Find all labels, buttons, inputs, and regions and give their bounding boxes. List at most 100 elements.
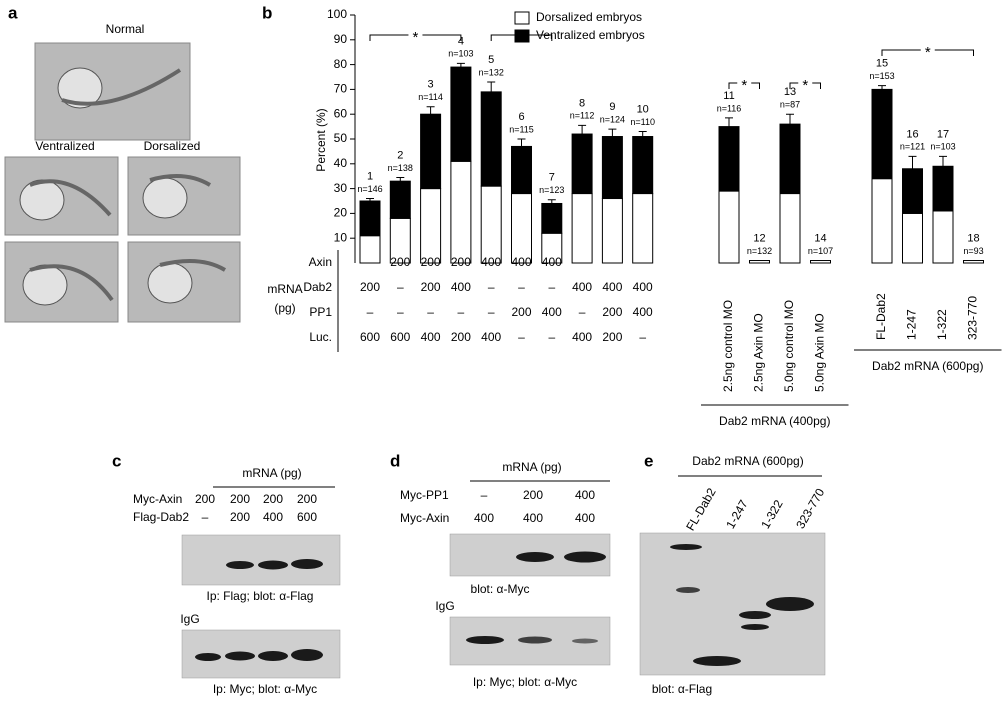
cell: – — [579, 305, 586, 319]
cell: 400 — [523, 511, 543, 525]
caption: Ip: Myc; blot: α-Myc — [213, 682, 317, 696]
band — [225, 651, 255, 661]
n-label: n=112 — [570, 111, 595, 121]
y-tick-label: 80 — [334, 57, 348, 71]
bar-segment — [749, 260, 770, 264]
n-label: n=93 — [963, 246, 983, 256]
y-tick-label: 20 — [334, 206, 348, 220]
bar-segment — [389, 180, 411, 219]
bar-segment — [601, 198, 623, 264]
cell: 200 — [602, 330, 622, 344]
cell: – — [367, 305, 374, 319]
bar-segment — [718, 126, 740, 192]
bar-number: 15 — [876, 58, 888, 70]
bar-segment — [420, 188, 442, 264]
bar-number: 5 — [488, 54, 494, 66]
bar-number: 14 — [814, 232, 826, 244]
group-label: 5.0ng Axin MO — [813, 313, 827, 392]
cell: – — [202, 510, 209, 524]
cell: – — [548, 280, 555, 294]
n-label: n=116 — [717, 103, 742, 113]
cell: 200 — [421, 255, 441, 269]
lane-label: FL-Dab2 — [683, 485, 719, 533]
legend-swatch — [514, 29, 530, 43]
cell: 400 — [633, 280, 653, 294]
bar-number: 18 — [967, 232, 979, 244]
significance-bracket — [728, 82, 760, 89]
label: IgG — [435, 599, 454, 613]
y-axis-title: Percent (%) — [314, 108, 328, 171]
error-bar — [939, 155, 947, 167]
n-label: n=146 — [357, 184, 382, 194]
panel-b-chart: Percent (%) 10 20 30 40 50 60 70 80 90 100 Dorsali… — [267, 7, 1002, 428]
row-label: Axin — [309, 255, 332, 269]
panel-label: b — [262, 3, 272, 22]
significance-label: * — [741, 77, 747, 94]
n-label: n=124 — [600, 114, 625, 124]
bar-number: 17 — [937, 128, 949, 140]
cell: 400 — [572, 330, 592, 344]
cell: 200 — [360, 280, 380, 294]
y-tick-label: 10 — [334, 230, 348, 244]
row-label: Flag-Dab2 — [133, 510, 189, 524]
cell: 200 — [511, 305, 531, 319]
error-bar — [426, 106, 435, 115]
caption: blot: α-Myc — [471, 582, 530, 596]
band — [258, 560, 288, 570]
bar-number: 6 — [518, 111, 524, 123]
row-label: PP1 — [309, 305, 332, 319]
cell: 400 — [575, 488, 595, 502]
cell: – — [518, 330, 525, 344]
n-label: n=121 — [900, 142, 925, 152]
cell: 400 — [602, 280, 622, 294]
cell: 200 — [451, 330, 471, 344]
band — [516, 552, 554, 562]
row-label: Myc-Axin — [133, 492, 182, 506]
bar-segment — [963, 260, 984, 264]
group-label: 2.5ng Axin MO — [752, 313, 766, 392]
significance-bracket — [490, 34, 553, 41]
band — [564, 551, 606, 563]
bar-segment — [511, 193, 532, 264]
y-tick-label: 100 — [327, 7, 347, 21]
band — [466, 636, 504, 644]
significance-bracket — [789, 82, 821, 89]
bar-segment — [632, 193, 654, 264]
cell: – — [427, 305, 434, 319]
bar-number: 10 — [637, 103, 649, 115]
embryo — [142, 177, 188, 219]
error-bar — [578, 124, 587, 135]
significance-label: * — [519, 29, 525, 46]
image-label: Dorsalized — [144, 139, 201, 153]
group-label: 5.0ng control MO — [782, 300, 796, 392]
significance-bracket — [369, 34, 462, 41]
cell: 400 — [481, 330, 501, 344]
table-title: (pg) — [274, 301, 295, 315]
band — [572, 638, 598, 644]
bar-segment — [779, 193, 801, 264]
error-bar — [456, 62, 465, 68]
image-label: Ventralized — [35, 139, 94, 153]
cell: – — [518, 280, 525, 294]
band — [670, 544, 702, 550]
cell: 200 — [602, 305, 622, 319]
group-label: 323-770 — [966, 296, 980, 340]
cell: – — [458, 305, 465, 319]
n-label: n=103 — [930, 142, 955, 152]
bar-number: 11 — [723, 90, 734, 102]
cell: 400 — [263, 510, 283, 524]
bar-number: 2 — [397, 149, 403, 161]
legend-label: Dorsalized embryos — [536, 10, 642, 24]
embryo-tail — [61, 68, 182, 106]
legend-swatch — [514, 11, 530, 25]
significance-label: * — [802, 77, 808, 94]
embryo-tail — [149, 174, 212, 187]
header: Dab2 mRNA (600pg) — [692, 454, 803, 468]
band — [693, 656, 741, 666]
panel-a: Normal Ventralized Dorsalized — [4, 22, 241, 323]
cell: – — [639, 255, 646, 269]
bar-segment — [871, 178, 893, 264]
n-label: n=115 — [509, 124, 534, 134]
cell: 200 — [523, 488, 543, 502]
